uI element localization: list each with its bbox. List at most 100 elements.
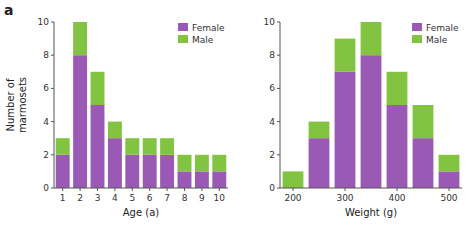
x-tick [293, 188, 294, 191]
y-tick-label: 0 [43, 183, 49, 193]
x-tick [449, 188, 450, 191]
bar [335, 39, 356, 72]
y-tick-label: 10 [38, 17, 50, 27]
y-tick [51, 55, 54, 56]
y-tick-label: 8 [269, 50, 275, 60]
x-axis-label: Age (a) [123, 207, 160, 218]
y-tick-label: 0 [269, 183, 275, 193]
bar [413, 138, 434, 188]
bar [108, 138, 122, 188]
x-tick-label: 2 [77, 193, 83, 203]
bar [212, 155, 226, 172]
x-tick [345, 188, 346, 191]
x-tick [97, 188, 98, 191]
y-tick [51, 154, 54, 155]
y-axis-label: Number ofmarmosets [5, 77, 28, 133]
bar [413, 105, 434, 138]
bar [91, 105, 105, 188]
bar [160, 155, 174, 188]
legend-label: Female [426, 23, 459, 33]
x-tick-label: 8 [182, 193, 188, 203]
x-tick [149, 188, 150, 191]
legend-background [174, 18, 226, 50]
legend-swatch [178, 23, 188, 31]
x-tick-label: 9 [199, 193, 205, 203]
legend-background [408, 18, 460, 50]
bar [361, 55, 382, 188]
x-tick-label: 500 [440, 193, 457, 203]
bar [143, 155, 157, 188]
bar [160, 138, 174, 155]
bar [178, 155, 192, 172]
bar [195, 155, 209, 172]
legend: Female Male [408, 18, 460, 50]
y-axis-label-line: Number of [5, 78, 16, 131]
bar [439, 155, 460, 172]
bar [108, 122, 122, 139]
x-tick [201, 188, 202, 191]
y-tick [277, 55, 280, 56]
x-tick [62, 188, 63, 191]
bar [335, 72, 356, 188]
x-axis-label: Weight (g) [345, 207, 397, 218]
bar [309, 122, 330, 139]
chart: a024681012345678910Age (a)Number ofmarmo… [4, 2, 228, 218]
y-tick [51, 88, 54, 89]
bar [73, 22, 87, 55]
y-tick-label: 6 [269, 83, 275, 93]
bar [143, 138, 157, 155]
x-tick-label: 300 [336, 193, 353, 203]
legend-label: Female [192, 23, 225, 33]
y-tick [277, 88, 280, 89]
bar [309, 138, 330, 188]
x-axis-line [280, 188, 462, 189]
legend-swatch [412, 23, 422, 31]
x-tick [114, 188, 115, 191]
y-tick [277, 188, 280, 189]
y-axis-label-line: marmosets [17, 77, 28, 133]
y-tick [51, 188, 54, 189]
y-tick-label: 2 [269, 150, 275, 160]
x-tick [219, 188, 220, 191]
y-axis-line [280, 22, 281, 188]
bar [361, 22, 382, 55]
chart: 0246810200300400500Weight (g)FemaleMale [264, 17, 462, 218]
legend-label: Male [192, 35, 214, 45]
y-tick-label: 4 [269, 117, 275, 127]
x-tick-label: 10 [214, 193, 226, 203]
y-tick-label: 4 [43, 117, 49, 127]
figure: a024681012345678910Age (a)Number ofmarmo… [0, 0, 474, 227]
bar [387, 105, 408, 188]
x-tick-label: 5 [129, 193, 135, 203]
x-tick-label: 7 [164, 193, 170, 203]
y-tick [277, 121, 280, 122]
x-tick-label: 3 [95, 193, 101, 203]
y-tick-label: 10 [264, 17, 276, 27]
panel-label: a [4, 2, 13, 18]
x-tick [397, 188, 398, 191]
y-tick-label: 6 [43, 83, 49, 93]
x-tick [80, 188, 81, 191]
bar [125, 138, 139, 155]
legend: Female Male [174, 18, 226, 50]
legend-swatch [178, 35, 188, 43]
bar [212, 171, 226, 188]
y-axis-line [54, 22, 55, 188]
bar [125, 155, 139, 188]
x-tick-label: 400 [388, 193, 405, 203]
legend-swatch [412, 35, 422, 43]
x-tick-label: 1 [60, 193, 66, 203]
x-tick-label: 6 [147, 193, 153, 203]
bar [195, 171, 209, 188]
bar [283, 171, 304, 188]
y-tick [51, 22, 54, 23]
bar [56, 138, 70, 155]
bar [178, 171, 192, 188]
bar [56, 155, 70, 188]
x-tick [184, 188, 185, 191]
x-tick [132, 188, 133, 191]
y-tick-label: 8 [43, 50, 49, 60]
x-tick-label: 4 [112, 193, 118, 203]
y-tick-label: 2 [43, 150, 49, 160]
legend-label: Male [426, 35, 448, 45]
